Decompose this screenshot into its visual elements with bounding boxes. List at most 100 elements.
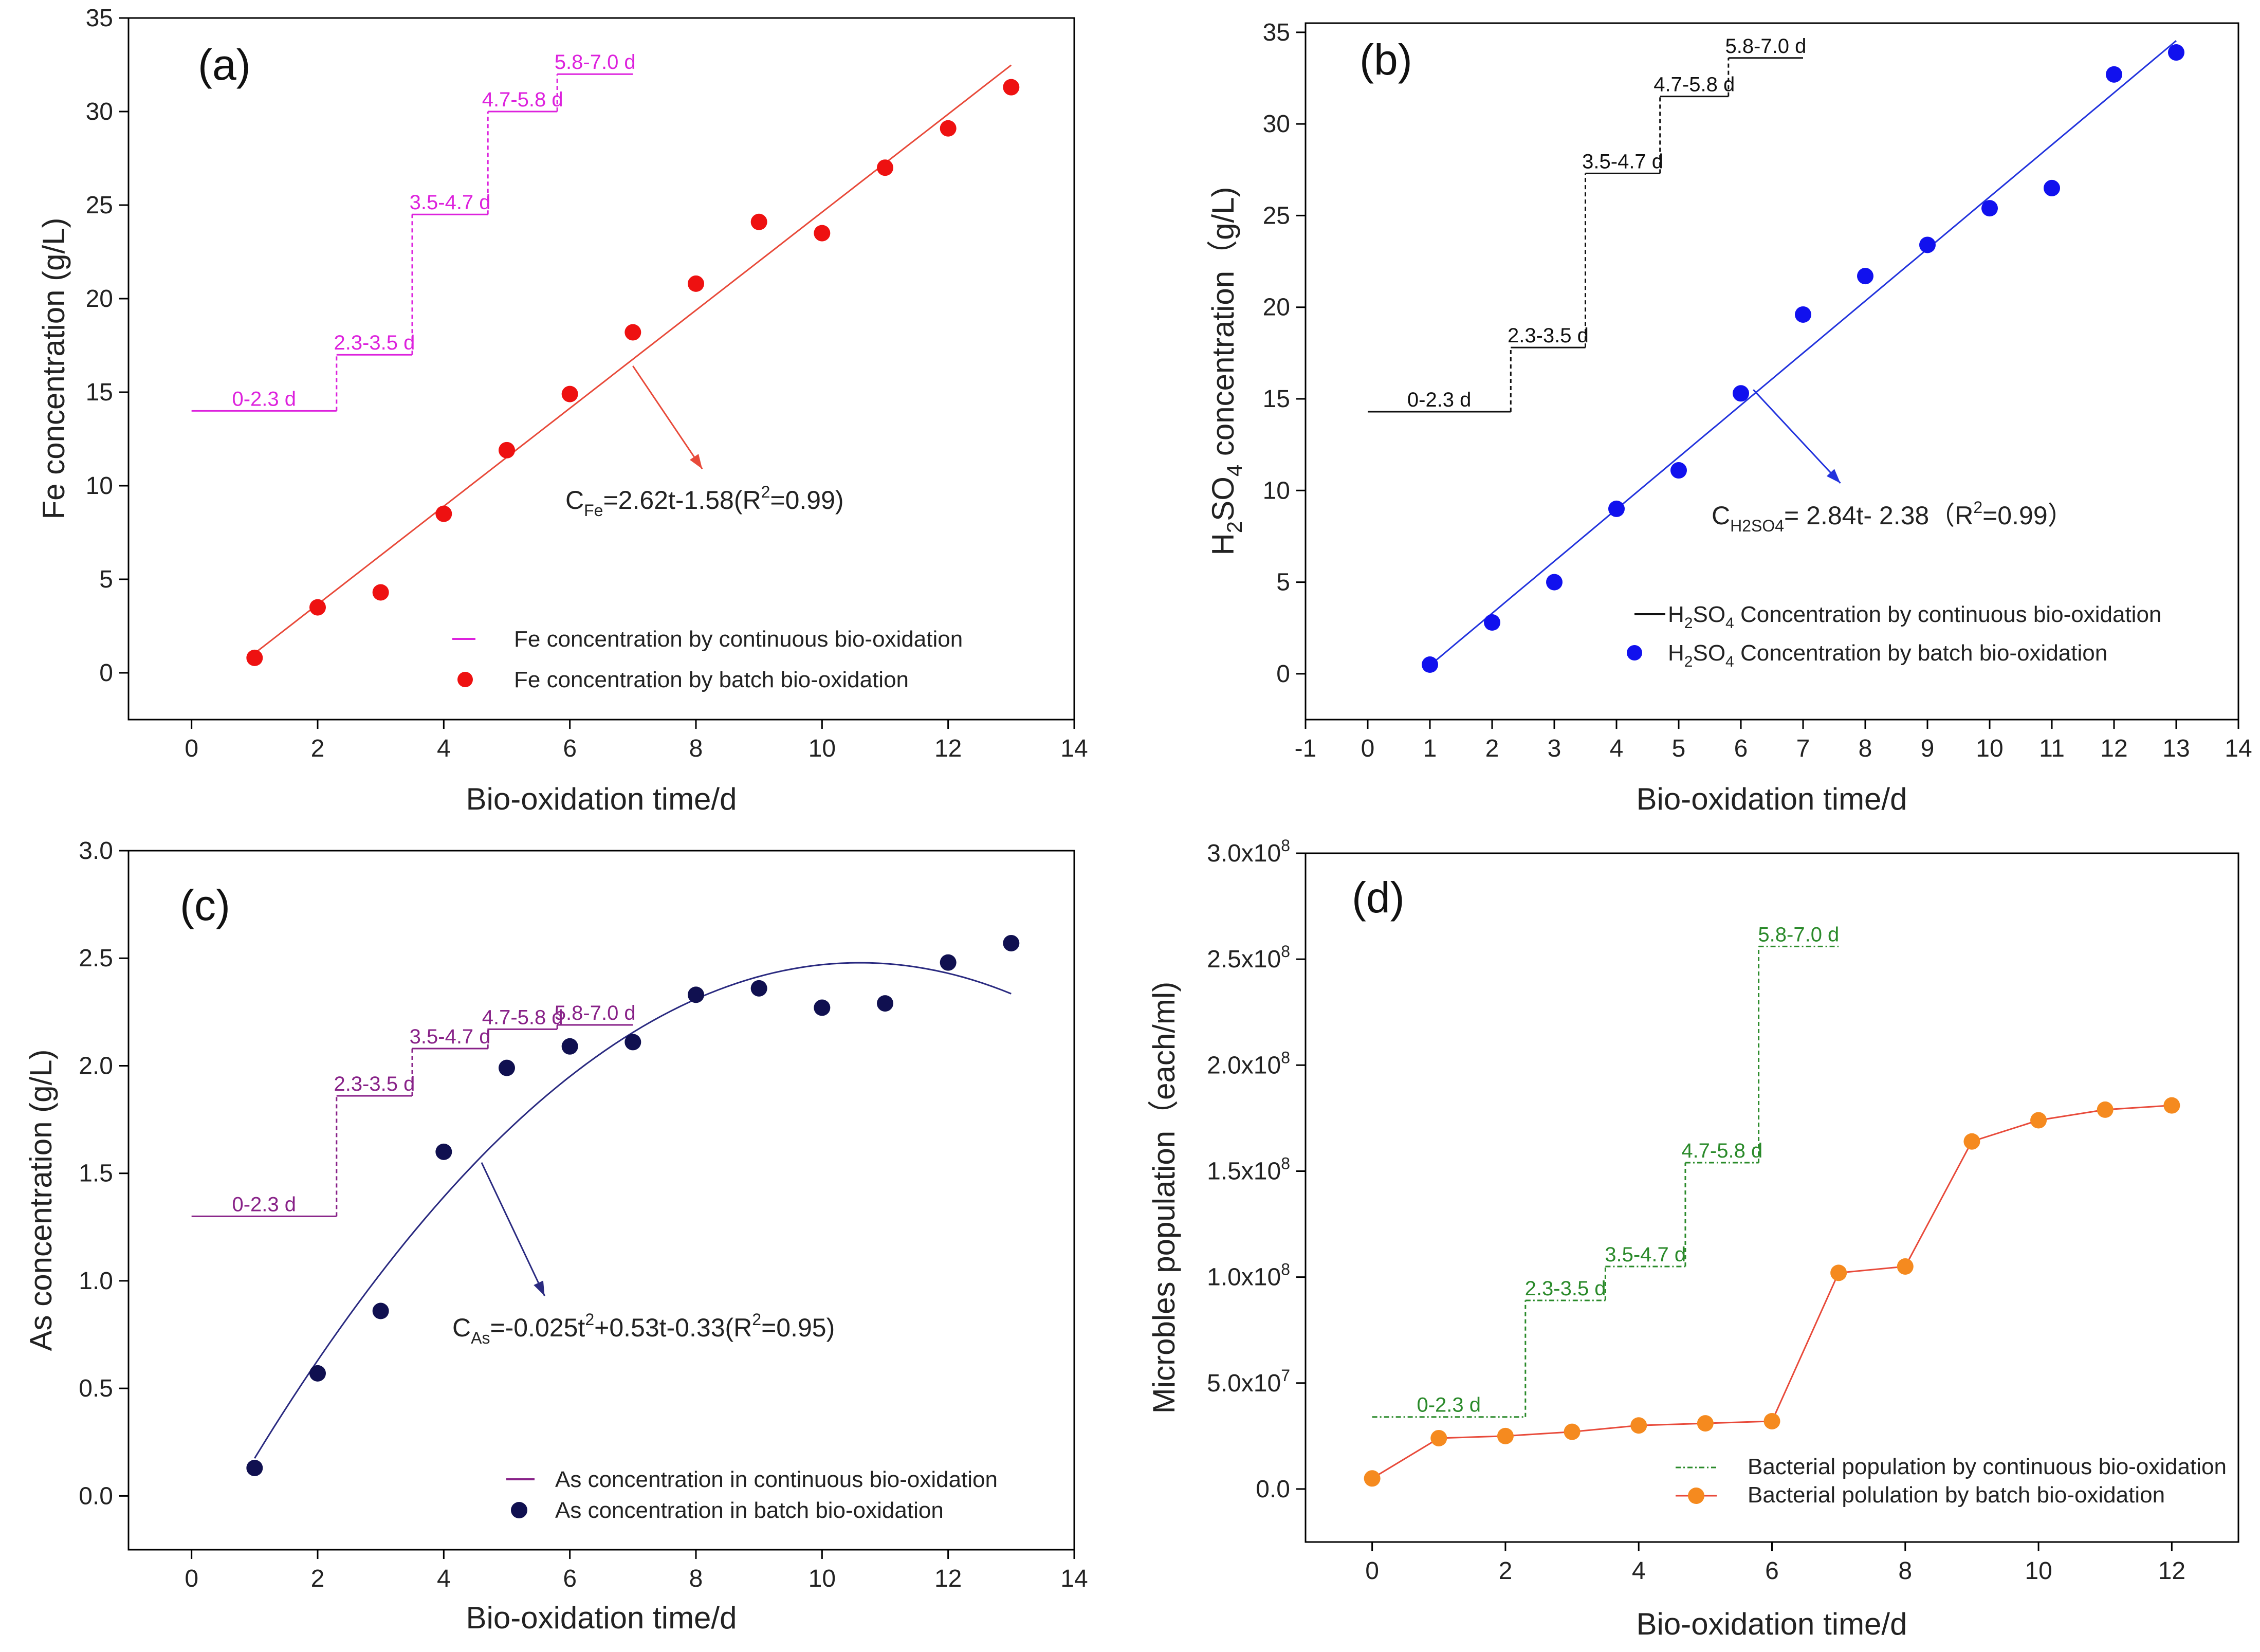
x-tick-label: 5 — [1672, 735, 1686, 762]
step-label: 5.8-7.0 d — [555, 1002, 636, 1024]
y-tick-label: 0.0 — [79, 1482, 113, 1510]
panel-label: (c) — [180, 881, 230, 929]
y-tick-label: 1.0x108 — [1207, 1260, 1290, 1291]
annotation-arrowhead — [689, 454, 703, 469]
batch-point — [814, 225, 831, 242]
step-label: 4.7-5.8 d — [482, 88, 563, 111]
batch-point — [372, 1302, 389, 1319]
batch-point — [309, 599, 326, 616]
x-tick-label: 12 — [2158, 1557, 2185, 1585]
x-tick-label: 4 — [437, 735, 451, 762]
y-tick-label: 20 — [1263, 294, 1290, 321]
x-tick-label: 0 — [185, 735, 198, 762]
batch-point — [1630, 1417, 1647, 1434]
x-tick-label: 0 — [185, 1565, 198, 1592]
legend-marker-batch — [457, 672, 473, 687]
batch-point — [435, 505, 452, 522]
batch-point — [561, 386, 578, 402]
x-tick-label: 6 — [1734, 735, 1748, 762]
batch-point — [1670, 462, 1687, 479]
x-tick-label: 2 — [1499, 1557, 1513, 1585]
step-label: 5.8-7.0 d — [1758, 923, 1839, 946]
legend: Bacterial population by continuous bio-o… — [1676, 1454, 2227, 1508]
panel-label: (a) — [198, 41, 251, 89]
x-tick-label: 6 — [563, 735, 577, 762]
y-tick-label: 35 — [1263, 19, 1290, 46]
x-axis-title: Bio-oxidation time/d — [466, 1601, 737, 1635]
y-tick-label: 2.0 — [79, 1052, 113, 1079]
legend-marker-batch — [1627, 645, 1642, 660]
x-tick-label: 0 — [1361, 735, 1375, 762]
legend-label-continuous: As concentration in continuous bio-oxida… — [555, 1467, 998, 1492]
y-tick-label: 30 — [1263, 111, 1290, 138]
x-tick-label: 10 — [809, 1565, 836, 1592]
y-tick-label: 3.0x108 — [1207, 836, 1290, 867]
panel-a-fe-concentration: 0 2 4 6 8 10 12 14 0 5 10 15 20 25 30 35 0-2.3 d 2.3-3.5 … — [36, 5, 1088, 816]
step-label: 0-2.3 d — [232, 1193, 296, 1216]
batch-point — [2163, 1097, 2180, 1114]
y-tick-label: 0 — [1276, 660, 1290, 688]
fit-curve — [1429, 40, 2177, 666]
x-tick-label: 6 — [563, 1565, 577, 1592]
legend-marker-batch — [511, 1502, 527, 1518]
chart-marks: 0 2 4 6 8 10 12 14 0.0 0.5 1.0 1.5 2.0 2.5 3.0 0-2.3 d 2… — [79, 837, 1088, 1592]
y-tick-label: 0 — [99, 659, 113, 687]
x-tick-label: 13 — [2162, 735, 2190, 762]
x-tick-label: 8 — [689, 1565, 703, 1592]
x-tick-label: 12 — [934, 735, 962, 762]
step-label: 3.5-4.7 d — [410, 1025, 491, 1048]
batch-point — [750, 980, 767, 997]
plot-frame — [127, 17, 1075, 721]
y-tick-label: 5.0x107 — [1207, 1366, 1290, 1397]
fit-equation: CFe=2.62t-1.58(R2=0.99) — [565, 483, 844, 520]
y-tick-label: 25 — [86, 192, 113, 219]
step-label: 2.3-3.5 d — [1525, 1277, 1606, 1300]
x-tick-label: 4 — [437, 1565, 451, 1592]
batch-point — [750, 213, 767, 230]
x-tick-label: 8 — [1898, 1557, 1912, 1585]
annotation-arrow — [1753, 389, 1841, 484]
y-tick-label: 1.5 — [79, 1160, 113, 1187]
batch-point — [246, 1459, 263, 1476]
panel-label: (d) — [1352, 873, 1405, 922]
step-label: 4.7-5.8 d — [482, 1006, 563, 1029]
legend-marker-batch — [1688, 1488, 1704, 1504]
panel-label: (b) — [1359, 35, 1412, 84]
batch-point — [1564, 1423, 1581, 1440]
step-label: 3.5-4.7 d — [410, 191, 491, 214]
y-tick-label: 30 — [86, 98, 113, 125]
batch-point — [1830, 1264, 1847, 1281]
plot-frame — [127, 850, 1075, 1551]
step-label: 3.5-4.7 d — [1582, 150, 1663, 173]
step-label: 0-2.3 d — [232, 388, 296, 410]
batch-point — [2106, 66, 2122, 83]
batch-point — [940, 954, 957, 971]
y-tick-label: 1.0 — [79, 1268, 113, 1295]
batch-point — [1857, 268, 1873, 285]
step-label: 5.8-7.0 d — [555, 51, 636, 74]
legend-label-batch: Fe concentration by batch bio-oxidation — [514, 667, 909, 692]
y-tick-label: 5 — [1276, 569, 1290, 596]
chart-marks: -1 0 1 2 3 4 5 6 7 8 9 10 11 12 13 14051015202530350-2.… — [1263, 19, 2252, 762]
step-label: 4.7-5.8 d — [1681, 1140, 1762, 1162]
step-label: 2.3-3.5 d — [334, 1073, 415, 1095]
legend-label-batch: Bacterial polulation by batch bio-oxidat… — [1748, 1482, 2165, 1508]
step-label: 2.3-3.5 d — [334, 332, 415, 354]
legend-label-batch: H2SO4 Concentration by batch bio-oxidati… — [1668, 640, 2107, 670]
batch-point — [1763, 1412, 1780, 1429]
batch-point — [372, 584, 389, 601]
batch-point — [1697, 1415, 1714, 1432]
x-tick-label: 2 — [1485, 735, 1499, 762]
chart-marks: 0 2 4 6 8 10 12 0.0 5.0x107 1.0x108 1.5x108 2.0x108… — [1207, 836, 2185, 1585]
y-axis-title: Microbles population（each/ml) — [1147, 982, 1181, 1414]
x-axis-title: Bio-oxidation time/d — [1637, 1607, 1907, 1641]
x-tick-label: 12 — [934, 1565, 962, 1592]
y-tick-label: 1.5x108 — [1207, 1154, 1290, 1185]
batch-point — [309, 1365, 326, 1382]
step-label: 0-2.3 d — [1407, 389, 1472, 411]
batch-point — [688, 275, 704, 292]
annotation-arrowhead — [534, 1280, 545, 1296]
fit-equation: CH2SO4= 2.84t- 2.38（R2=0.99） — [1712, 498, 2073, 535]
y-tick-label: 2.5 — [79, 945, 113, 972]
